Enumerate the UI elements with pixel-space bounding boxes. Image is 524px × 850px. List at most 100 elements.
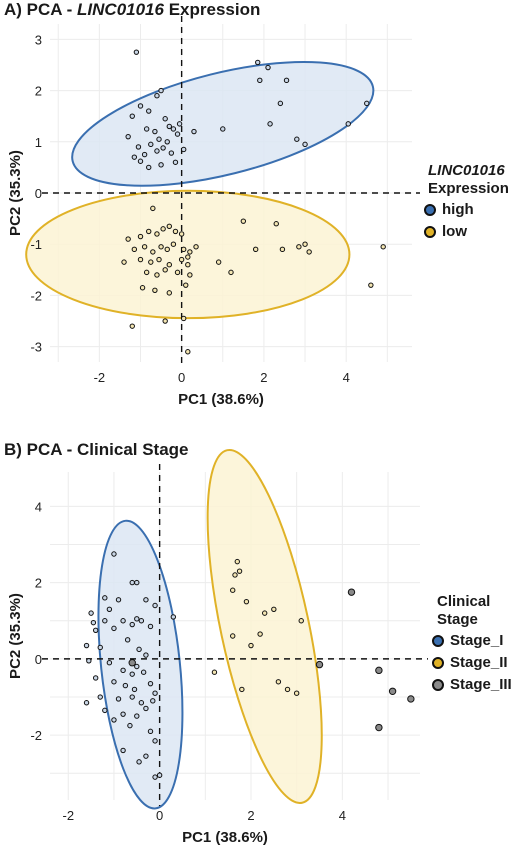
data-point-a-low <box>215 259 222 265</box>
y-tick-label-b: 4 <box>35 499 42 514</box>
data-point-b-stage-i <box>134 713 140 719</box>
data-point-a-high <box>137 158 144 164</box>
data-point-a-low <box>180 315 187 322</box>
legend-a-low-swatch <box>424 225 436 238</box>
data-point-a-low <box>170 241 177 247</box>
data-point-a-low <box>252 246 259 253</box>
data-point-a-low <box>166 261 172 268</box>
data-point-b-stage-i <box>140 669 147 675</box>
data-point-a-high <box>170 126 177 132</box>
data-point-a-high <box>131 154 138 160</box>
data-point-a-low <box>154 231 160 237</box>
data-point-a-low <box>150 249 156 255</box>
data-point-a-low <box>174 269 181 276</box>
x-tick-label-b: 4 <box>339 808 346 823</box>
panel-a-title-prefix: A) PCA - <box>4 0 78 19</box>
data-point-a-high <box>158 162 164 168</box>
legend-b-stage-iii-swatch <box>432 678 444 691</box>
data-point-a-high <box>160 145 166 151</box>
data-point-a-high <box>141 151 148 158</box>
data-point-a-low <box>380 244 386 250</box>
data-point-b-stage-i <box>152 602 158 609</box>
data-point-a-high <box>294 136 300 142</box>
data-point-a-high <box>158 87 164 94</box>
data-point-a-low <box>148 259 154 265</box>
data-point-b-stage-i <box>120 747 126 754</box>
data-point-a-high <box>174 131 181 137</box>
data-point-a-high <box>364 100 370 107</box>
data-point-a-high <box>267 121 273 127</box>
data-point-b-stage-ii <box>234 558 240 565</box>
x-axis-label-a: PC1 (38.6%) <box>178 391 264 408</box>
data-point-a-high <box>156 136 162 142</box>
data-point-b-stage-i <box>106 659 113 666</box>
data-point-b-stage-iii <box>388 687 397 696</box>
legend-b-item-stage-iii[interactable]: Stage_III <box>432 676 512 693</box>
legend-b-title: Clinical Stage <box>437 593 490 629</box>
legend-a-item-high[interactable]: high <box>424 201 474 218</box>
data-point-a-low <box>160 226 166 232</box>
data-point-b-stage-iii <box>407 695 415 703</box>
data-point-b-stage-i <box>120 667 126 674</box>
data-point-a-low <box>187 272 193 278</box>
data-point-a-low <box>164 246 170 253</box>
legend-b-item-stage-ii[interactable]: Stage_II <box>432 654 508 671</box>
data-point-a-high <box>152 128 158 135</box>
data-point-b-stage-ii <box>293 690 300 696</box>
data-point-a-low <box>306 249 312 255</box>
data-point-b-stage-i <box>152 774 158 780</box>
data-point-a-low <box>279 246 286 253</box>
legend-b-item-stage-i[interactable]: Stage_I <box>432 632 503 649</box>
x-tick-label-a: 0 <box>178 370 185 385</box>
legend-b-stage-ii-label: Stage_II <box>450 654 508 671</box>
data-point-a-low <box>187 249 193 255</box>
data-point-a-low <box>178 231 185 237</box>
data-point-a-low <box>125 236 131 242</box>
legend-b-title-line1: Clinical <box>437 593 491 610</box>
data-point-a-high <box>135 144 142 150</box>
legend-a-low-label: low <box>442 223 467 240</box>
data-point-b-stage-i <box>143 597 149 603</box>
data-point-a-low <box>162 318 168 324</box>
data-point-b-stage-i <box>134 663 140 670</box>
data-point-a-high <box>302 141 308 148</box>
legend-a-title-line1: LINC01016 <box>428 162 505 179</box>
data-point-a-high <box>172 159 179 165</box>
ellipse-b-stage-ii <box>206 448 323 804</box>
data-point-a-low <box>178 256 185 263</box>
data-point-a-high <box>162 116 168 122</box>
data-point-b-stage-i <box>90 619 97 626</box>
data-point-b-stage-i <box>122 682 129 689</box>
data-point-b-stage-i <box>92 627 99 633</box>
x-axis-label-b: PC1 (38.6%) <box>182 829 268 846</box>
data-point-b-stage-i <box>152 738 158 744</box>
data-point-b-stage-ii <box>271 606 277 613</box>
legend-b-stage-i-label: Stage_I <box>450 632 504 649</box>
legend-a-high-swatch <box>424 203 436 216</box>
data-point-b-stage-i <box>129 694 135 700</box>
data-point-b-stage-ii <box>232 572 238 578</box>
data-point-b-stage-ii <box>248 642 254 649</box>
data-point-b-stage-i <box>127 722 133 729</box>
panel-a-title-gene: LINC01016 <box>77 0 164 19</box>
ellipse-a-high <box>71 60 375 187</box>
data-point-b-stage-i <box>143 753 149 759</box>
data-point-b-stage-i <box>150 698 156 704</box>
data-point-a-low <box>302 241 308 247</box>
legend-a-item-low[interactable]: low <box>424 223 467 240</box>
data-point-a-low <box>158 244 164 250</box>
data-point-a-high <box>277 100 284 107</box>
y-tick-label-a: -3 <box>30 340 42 355</box>
data-point-b-stage-i <box>129 579 135 586</box>
data-point-b-stage-i <box>97 644 103 651</box>
data-point-a-high <box>125 133 131 140</box>
data-point-a-high <box>345 121 351 127</box>
data-point-b-stage-i <box>88 610 94 616</box>
data-point-a-low <box>180 246 187 253</box>
data-point-a-low <box>166 223 172 229</box>
data-point-a-high <box>133 49 140 55</box>
data-point-a-low <box>183 282 189 288</box>
data-point-b-stage-i <box>156 772 163 778</box>
data-point-b-stage-i <box>115 696 122 702</box>
legend-a-title: LINC01016 Expression <box>428 162 509 198</box>
